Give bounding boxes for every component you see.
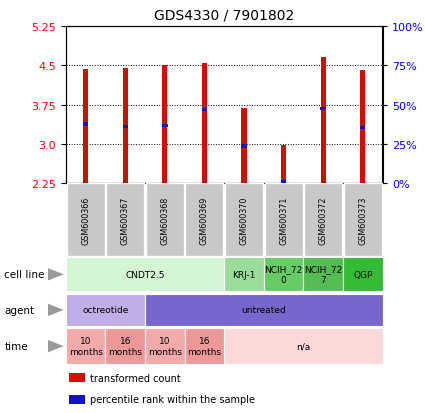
Text: NCIH_72
7: NCIH_72 7 — [304, 265, 342, 284]
Bar — [225, 184, 263, 256]
Text: KRJ-1: KRJ-1 — [232, 270, 256, 279]
Text: octreotide: octreotide — [82, 306, 129, 315]
Polygon shape — [48, 268, 64, 281]
Bar — [202, 109, 207, 112]
Bar — [343, 258, 382, 292]
Text: GSM600370: GSM600370 — [239, 196, 249, 244]
Text: transformed count: transformed count — [90, 373, 180, 382]
Bar — [360, 126, 365, 129]
Text: 10
months: 10 months — [148, 337, 182, 356]
Text: CNDT2.5: CNDT2.5 — [125, 270, 165, 279]
Bar — [162, 125, 167, 128]
Bar — [185, 184, 224, 256]
Bar — [320, 58, 326, 184]
Bar — [69, 395, 85, 404]
Bar — [264, 258, 303, 292]
Bar — [241, 109, 246, 184]
Text: GSM600372: GSM600372 — [319, 196, 328, 244]
Text: 10
months: 10 months — [69, 337, 103, 356]
Bar — [304, 184, 342, 256]
Bar — [281, 146, 286, 184]
Bar — [162, 66, 167, 184]
Bar — [145, 329, 184, 364]
Text: GSM600368: GSM600368 — [160, 196, 169, 244]
Text: percentile rank within the sample: percentile rank within the sample — [90, 394, 255, 404]
Bar — [83, 123, 88, 126]
Bar — [105, 329, 145, 364]
Bar — [83, 70, 88, 184]
Bar — [241, 145, 246, 148]
Text: time: time — [4, 341, 28, 351]
Text: untreated: untreated — [241, 306, 286, 315]
Text: GSM600366: GSM600366 — [81, 196, 90, 244]
Bar — [66, 258, 224, 292]
Bar — [281, 180, 286, 184]
Bar — [224, 258, 264, 292]
Bar — [303, 258, 343, 292]
Bar — [146, 184, 184, 256]
Title: GDS4330 / 7901802: GDS4330 / 7901802 — [154, 9, 294, 23]
Bar — [184, 329, 224, 364]
Bar — [360, 71, 365, 184]
Text: agent: agent — [4, 305, 34, 315]
Text: GSM600373: GSM600373 — [358, 196, 367, 244]
Polygon shape — [48, 340, 64, 353]
Bar — [123, 69, 128, 184]
Polygon shape — [48, 304, 64, 316]
Bar — [264, 184, 303, 256]
Bar — [122, 126, 128, 129]
Bar — [224, 329, 382, 364]
Text: cell line: cell line — [4, 270, 45, 280]
Text: n/a: n/a — [296, 342, 311, 351]
Text: GSM600369: GSM600369 — [200, 196, 209, 244]
Bar — [67, 184, 105, 256]
Text: NCIH_72
0: NCIH_72 0 — [264, 265, 303, 284]
Bar — [66, 329, 105, 364]
Bar — [66, 294, 145, 326]
Text: GSM600371: GSM600371 — [279, 196, 288, 244]
Text: GSM600367: GSM600367 — [121, 196, 130, 244]
Text: QGP: QGP — [353, 270, 372, 279]
Bar — [69, 373, 85, 382]
Bar — [202, 64, 207, 184]
Bar — [344, 184, 382, 256]
Text: 16
months: 16 months — [108, 337, 142, 356]
Text: 16
months: 16 months — [187, 337, 221, 356]
Bar — [320, 107, 326, 111]
Bar — [106, 184, 144, 256]
Bar — [145, 294, 382, 326]
